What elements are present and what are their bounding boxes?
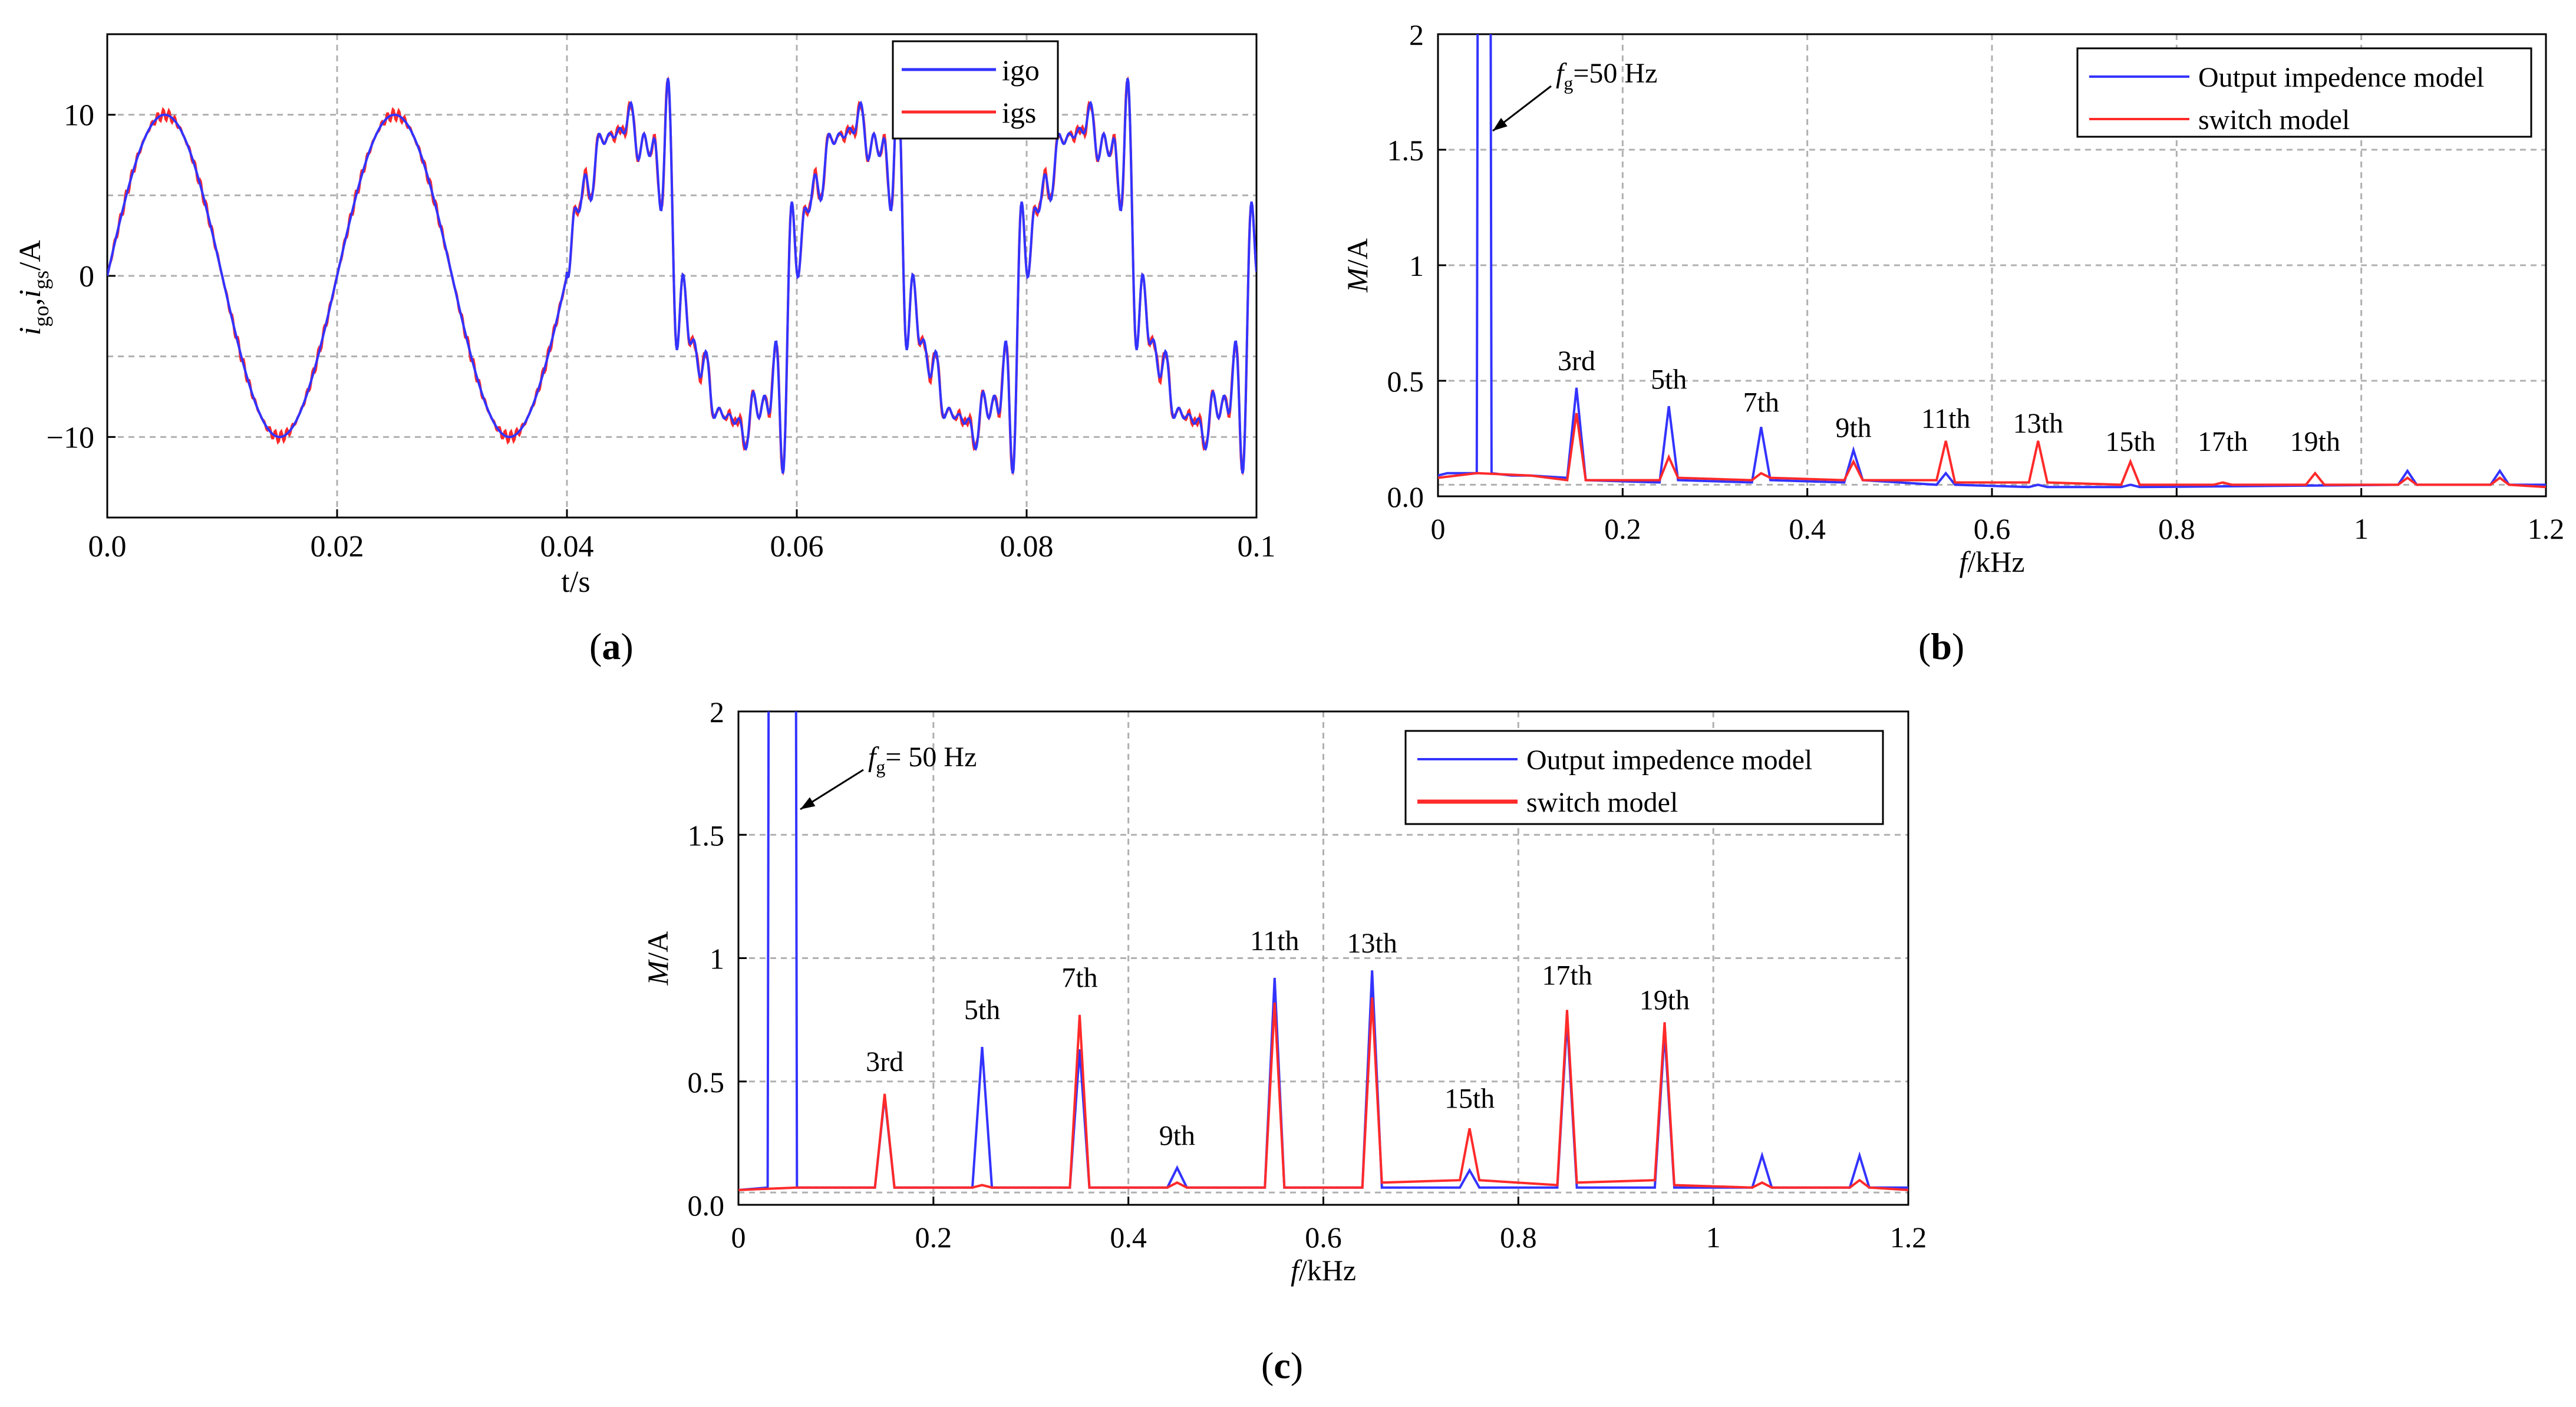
annotation-19th: 19th (1640, 984, 1690, 1016)
legend-box (892, 40, 1059, 140)
x-axis-label: t/s (561, 565, 590, 599)
x-tick-label: 0.8 (1500, 1221, 1537, 1254)
legend: igo igs (892, 40, 1059, 140)
series-line-igo (107, 78, 1256, 474)
x-tick-label: 0.4 (1789, 512, 1826, 545)
legend-label: Output impedence model (1526, 744, 1812, 776)
x-axis-label: f/kHz (1959, 545, 2024, 578)
legend: Output impedence model switch model (1404, 730, 1884, 825)
x-tick-label: 1 (1706, 1221, 1721, 1254)
fundamental-arrowhead (1493, 118, 1508, 131)
annotation-13th: 13th (1347, 928, 1397, 959)
x-axis-label: f/kHz (1291, 1254, 1356, 1287)
y-axis-label-rest: /A (1341, 238, 1374, 268)
x-tick-label: 0 (1431, 512, 1446, 545)
annotation-13th: 13th (2013, 408, 2063, 439)
fundamental-label-text: = 50 Hz (885, 742, 977, 773)
y-tick-label: 1 (1409, 249, 1424, 282)
annotation-19th: 19th (2290, 426, 2340, 457)
x-tick-label: 0.2 (915, 1221, 952, 1254)
legend: Output impedence model switch model (2076, 47, 2532, 138)
legend-label: switch model (2198, 104, 2350, 136)
x-axis-label-rest: /kHz (1967, 545, 2024, 578)
x-tick-label: 0.6 (1305, 1221, 1342, 1254)
annotation-3rd: 3rd (1558, 345, 1595, 377)
x-tick-label: 1.2 (2528, 512, 2565, 545)
x-tick-label: 1 (2354, 512, 2369, 545)
legend-label: igs (1002, 96, 1036, 129)
legend-label: igo (1002, 54, 1040, 87)
fundamental-label-sub: g (876, 756, 885, 777)
y-tick-label: 0.5 (688, 1066, 725, 1099)
legend-box (2076, 47, 2532, 138)
fundamental-label-text: =50 Hz (1573, 58, 1657, 89)
caption-a: (a) (589, 625, 634, 667)
legend-label: switch model (1526, 787, 1678, 818)
x-tick-label: 0 (731, 1221, 746, 1254)
caption-b: (b) (1918, 625, 1965, 667)
y-tick-label: 2 (710, 696, 724, 729)
legend-box (1404, 730, 1884, 825)
annotation-11th: 11th (1921, 403, 1971, 434)
y-axis-label-part: i (14, 327, 47, 335)
legend-label: Output impedence model (2198, 62, 2484, 93)
annotation-17th: 17th (1542, 960, 1592, 991)
x-tick-label: 0.4 (1110, 1221, 1147, 1254)
y-axis-label-italic: M (641, 959, 674, 986)
y-tick-label: 10 (64, 99, 94, 133)
y-tick-label: 0.0 (688, 1189, 725, 1222)
panel-c: 0 0.2 0.4 0.6 0.8 1 1.2 0.0 0.5 1 1.5 2 f/kHz M/A 3rd 5… (641, 696, 1927, 1287)
x-tick-label: 0.04 (540, 530, 594, 564)
annotation-5th: 5th (964, 994, 1000, 1026)
annotation-3rd: 3rd (866, 1046, 903, 1078)
y-axis-label-italic: M (1341, 266, 1374, 293)
y-tick-label: 1.5 (688, 819, 725, 852)
annotation-7th: 7th (1061, 963, 1097, 994)
y-axis-label: igo,igs/A (14, 240, 53, 335)
x-tick-label: 0.8 (2158, 512, 2195, 545)
fundamental-label: fg= 50 Hz (868, 742, 977, 777)
x-axis-label-rest: /kHz (1299, 1254, 1356, 1287)
y-axis-label-part: go (29, 306, 53, 327)
panel-a: 0.0 0.02 0.04 0.06 0.08 0.1−10010t/sigo,igs/A… (14, 33, 1276, 599)
annotation-17th: 17th (2198, 426, 2248, 457)
x-tick-label: 0.2 (1604, 512, 1641, 545)
y-axis-label-part: , (14, 298, 47, 306)
annotation-9th: 9th (1835, 413, 1871, 444)
x-tick-label: 0.1 (1238, 530, 1276, 564)
annotation-9th: 9th (1159, 1120, 1195, 1151)
y-axis-label: M/A (641, 931, 674, 986)
x-tick-label: 0.06 (770, 530, 824, 564)
panel-b: 0 0.2 0.4 0.6 0.8 1 1.2 0.0 0.5 1 1.5 2 f/kHz M/A 3rd 5… (1341, 18, 2565, 578)
annotation-5th: 5th (1651, 364, 1687, 395)
x-tick-label: 1.2 (1890, 1221, 1927, 1254)
annotation-15th: 15th (1444, 1083, 1495, 1115)
series-line-switch (1438, 413, 2546, 489)
y-tick-label: 1 (710, 943, 724, 976)
x-tick-label: 0.0 (88, 530, 127, 564)
y-tick-label: 1.5 (1387, 134, 1424, 167)
y-tick-label: 0 (79, 260, 94, 294)
y-tick-label: 0.5 (1387, 365, 1424, 398)
caption-c: (c) (1261, 1345, 1304, 1386)
y-tick-label: 0.0 (1387, 480, 1424, 513)
fundamental-label-sub: g (1564, 73, 1573, 94)
y-axis-label-part: gs (29, 271, 53, 289)
x-tick-label: 0.6 (1974, 512, 2011, 545)
y-tick-label: 2 (1409, 18, 1424, 51)
y-tick-label: −10 (47, 421, 94, 454)
fundamental-arrowhead (800, 797, 816, 809)
annotation-11th: 11th (1250, 925, 1299, 957)
series-line-switch (738, 997, 1908, 1191)
y-axis-label-part: i (14, 289, 47, 298)
annotation-7th: 7th (1743, 387, 1779, 418)
y-axis-label: M/A (1341, 238, 1374, 293)
y-axis-label-rest: /A (641, 931, 674, 961)
y-axis-label-part: /A (14, 240, 47, 271)
fundamental-label: fg=50 Hz (1556, 58, 1657, 94)
annotation-15th: 15th (2105, 426, 2155, 457)
x-tick-label: 0.02 (311, 530, 364, 564)
x-tick-label: 0.08 (1000, 530, 1054, 564)
